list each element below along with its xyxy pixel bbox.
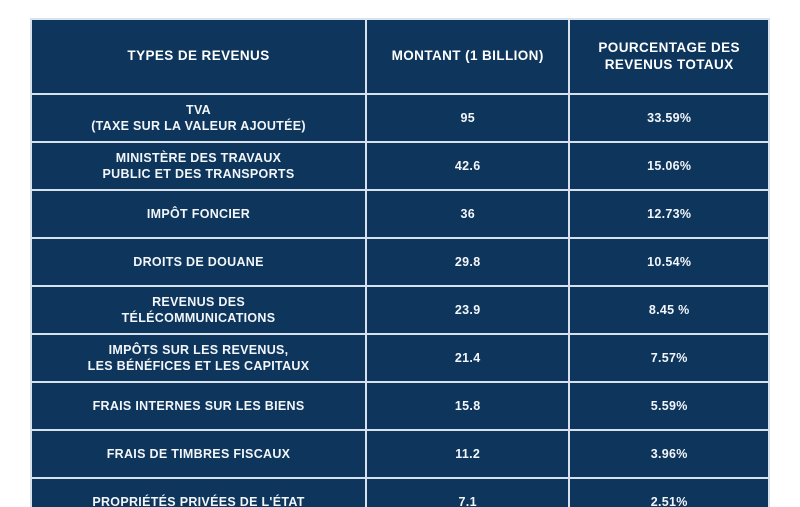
amount-cell: 36 (367, 191, 569, 237)
revenue-type-line: (TAXE SUR LA VALEUR AJOUTÉE) (91, 119, 306, 133)
revenue-type-line: LES BÉNÉFICES ET LES CAPITAUX (87, 359, 310, 373)
table-header-row: TYPES DE REVENUS MONTANT (1 BILLION) POU… (32, 20, 768, 93)
revenue-type-cell: REVENUS DES TÉLÉCOMMUNICATIONS (32, 287, 366, 333)
header-montant: MONTANT (1 BILLION) (367, 20, 569, 93)
table-row: FRAIS INTERNES SUR LES BIENS 15.8 5.59% (32, 383, 768, 429)
amount-cell: 29.8 (367, 239, 569, 285)
revenue-type-line: FRAIS DE TIMBRES FISCAUX (106, 446, 291, 461)
revenue-type-line: PROPRIÉTÉS PRIVÉES DE L'ÉTAT (92, 494, 305, 507)
table-row: IMPÔT FONCIER 36 12.73% (32, 191, 768, 237)
table-row: TVA (TAXE SUR LA VALEUR AJOUTÉE) 95 33.59% (32, 95, 768, 141)
revenue-type-cell: MINISTÈRE DES TRAVAUX PUBLIC ET DES TRANS… (32, 143, 366, 189)
revenue-type-line: TVA (186, 102, 212, 117)
table-row: REVENUS DES TÉLÉCOMMUNICATIONS 23.9 8.45 % (32, 287, 768, 333)
amount-cell: 7.1 (367, 479, 569, 507)
amount-cell: 15.8 (367, 383, 569, 429)
revenue-type-line: REVENUS DES (152, 294, 245, 309)
table-body: TVA (TAXE SUR LA VALEUR AJOUTÉE) 95 33.59% M… (32, 95, 768, 507)
revenue-type-cell: IMPÔTS SUR LES REVENUS, LES BÉNÉFICES ET … (32, 335, 366, 381)
revenue-type-line: DROITS DE DOUANE (133, 254, 264, 269)
revenue-type-cell: DROITS DE DOUANE (32, 239, 366, 285)
revenue-type-line: IMPÔT FONCIER (146, 206, 251, 221)
amount-cell: 21.4 (367, 335, 569, 381)
percentage-cell: 7.57% (570, 335, 768, 381)
amount-cell: 42.6 (367, 143, 569, 189)
revenue-type-line: TÉLÉCOMMUNICATIONS (121, 311, 276, 325)
percentage-cell: 5.59% (570, 383, 768, 429)
percentage-cell: 12.73% (570, 191, 768, 237)
table-row: MINISTÈRE DES TRAVAUX PUBLIC ET DES TRANS… (32, 143, 768, 189)
revenue-type-line: FRAIS INTERNES SUR LES BIENS (92, 398, 305, 413)
amount-cell: 23.9 (367, 287, 569, 333)
percentage-cell: 33.59% (570, 95, 768, 141)
header-types-de-revenus: TYPES DE REVENUS (32, 20, 366, 93)
table-row: DROITS DE DOUANE 29.8 10.54% (32, 239, 768, 285)
revenue-type-cell: IMPÔT FONCIER (32, 191, 366, 237)
table-row: FRAIS DE TIMBRES FISCAUX 11.2 3.96% (32, 431, 768, 477)
revenue-type-cell: FRAIS DE TIMBRES FISCAUX (32, 431, 366, 477)
percentage-cell: 15.06% (570, 143, 768, 189)
percentage-cell: 8.45 % (570, 287, 768, 333)
amount-cell: 11.2 (367, 431, 569, 477)
revenue-type-line: PUBLIC ET DES TRANSPORTS (102, 167, 295, 181)
percentage-cell: 3.96% (570, 431, 768, 477)
header-pourcentage: POURCENTAGE DES REVENUS TOTAUX (570, 20, 768, 93)
revenue-type-line: IMPÔTS SUR LES REVENUS, (108, 342, 289, 357)
revenue-type-cell: FRAIS INTERNES SUR LES BIENS (32, 383, 366, 429)
revenue-table: TYPES DE REVENUS MONTANT (1 BILLION) POU… (30, 18, 770, 507)
revenue-type-line: MINISTÈRE DES TRAVAUX (115, 150, 282, 165)
table-row: IMPÔTS SUR LES REVENUS, LES BÉNÉFICES ET … (32, 335, 768, 381)
percentage-cell: 2.51% (570, 479, 768, 507)
amount-cell: 95 (367, 95, 569, 141)
table-row: PROPRIÉTÉS PRIVÉES DE L'ÉTAT 7.1 2.51% (32, 479, 768, 507)
percentage-cell: 10.54% (570, 239, 768, 285)
revenue-type-cell: PROPRIÉTÉS PRIVÉES DE L'ÉTAT (32, 479, 366, 507)
revenue-type-cell: TVA (TAXE SUR LA VALEUR AJOUTÉE) (32, 95, 366, 141)
